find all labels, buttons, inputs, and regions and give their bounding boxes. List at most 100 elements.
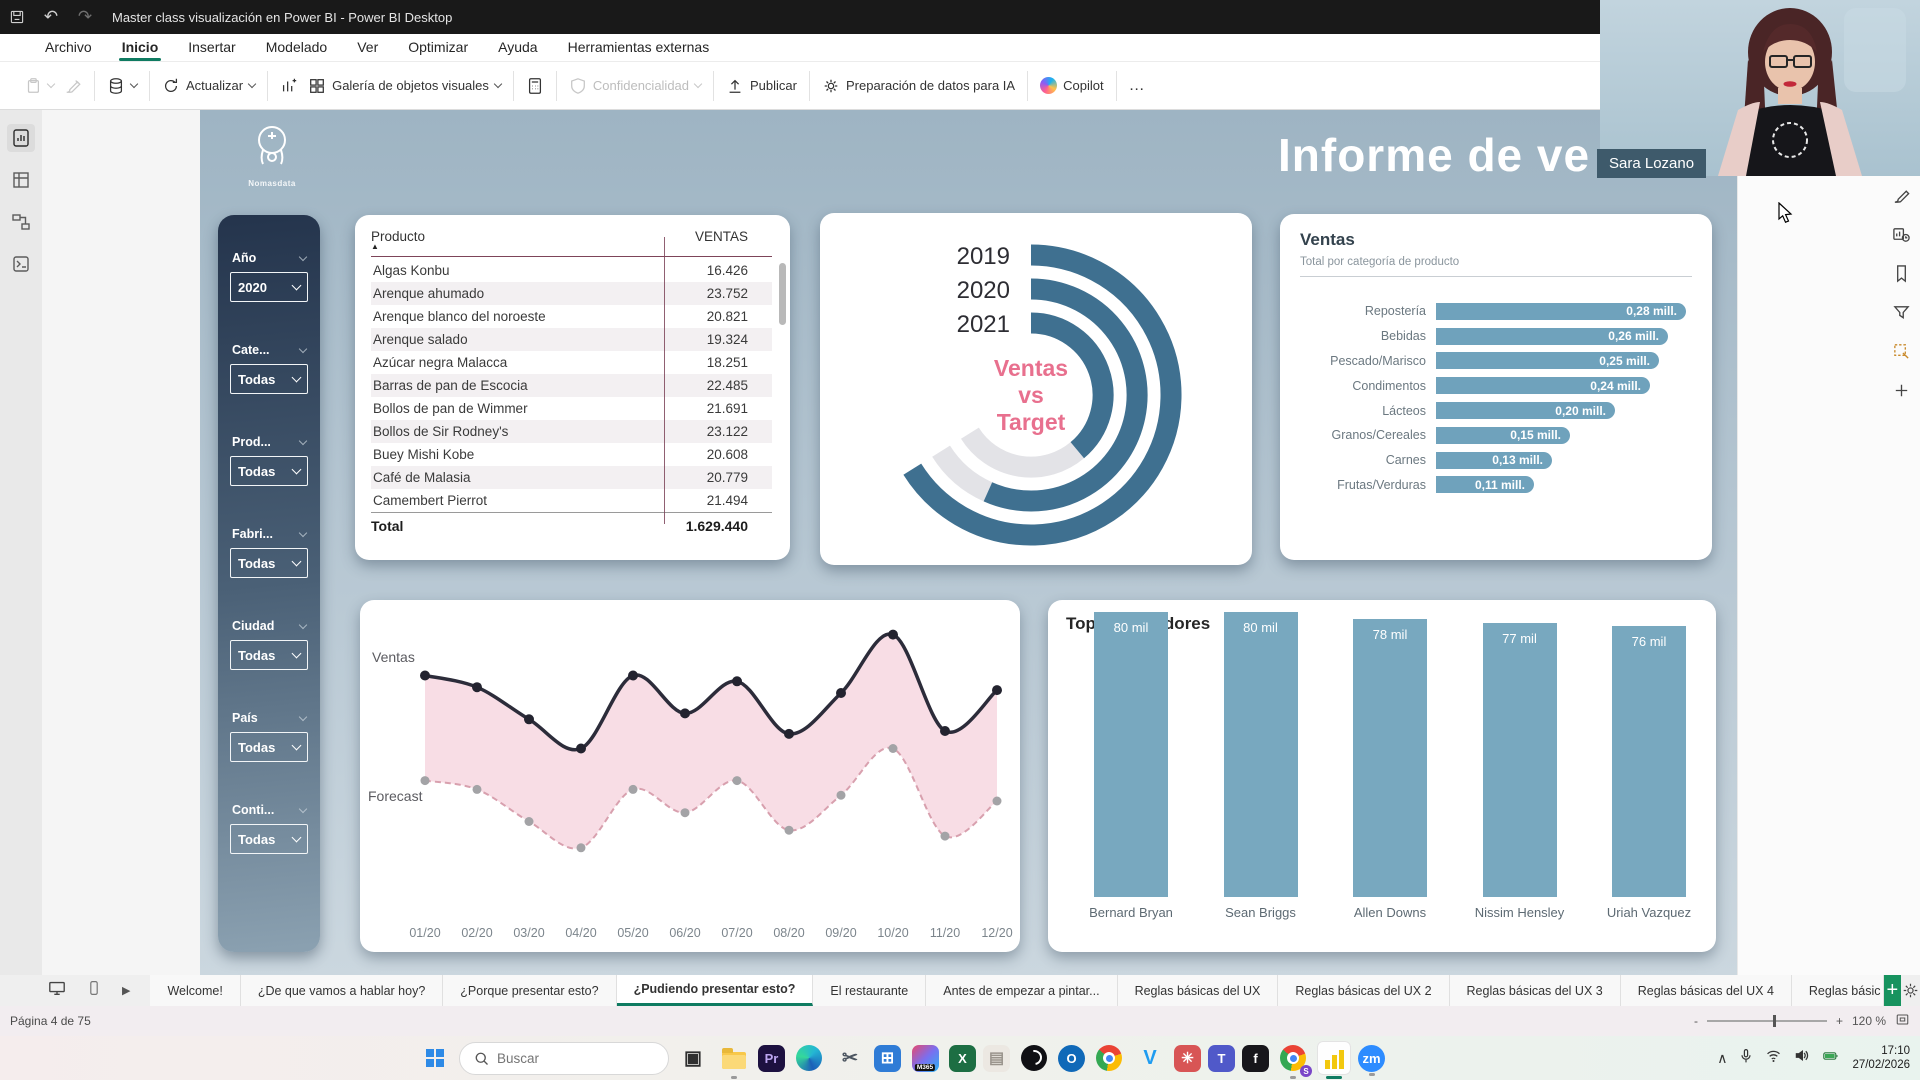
table-row[interactable]: Bollos de Sir Rodney's 23.122 <box>371 420 772 443</box>
table-header-ventas[interactable]: VENTAS <box>694 229 748 244</box>
menu-item-ayuda[interactable]: Ayuda <box>498 39 538 55</box>
ventas-vs-target-visual[interactable]: 2019 2020 2021 Ventas vs Target <box>820 213 1252 565</box>
table-header-producto[interactable]: Producto ▲ <box>371 229 662 251</box>
page-tab[interactable]: Reglas básicas del UX 3 <box>1449 975 1621 1006</box>
sync-slicers-icon[interactable] <box>1888 299 1914 325</box>
wifi-icon[interactable] <box>1765 1047 1782 1069</box>
ventas-point[interactable] <box>680 708 690 719</box>
radial-arc-2019[interactable] <box>903 244 1182 546</box>
ventas-forecast-line-visual[interactable]: Ventas Forecast 01/20 02/20 03/20 04/20 05/20 0… <box>360 600 1020 952</box>
volume-icon[interactable] <box>1793 1047 1810 1069</box>
table-row[interactable]: Arenque salado 19.324 <box>371 328 772 351</box>
ventas-point[interactable] <box>576 743 586 754</box>
page-tab[interactable]: Welcome! <box>150 975 241 1006</box>
dax-query-view-icon[interactable] <box>7 250 35 278</box>
chrome-profile-icon[interactable]: S <box>1276 1041 1312 1079</box>
forecast-point[interactable] <box>628 784 638 794</box>
slicer-dropdown[interactable]: Todas <box>230 732 308 762</box>
--button[interactable]: … <box>1129 77 1145 95</box>
page-tab[interactable]: Reglas básicas del UX 2 <box>1278 975 1450 1006</box>
actualizar-button[interactable]: Actualizar <box>162 77 257 95</box>
taskbar-clock[interactable]: 17:10 27/02/2026 <box>1852 1044 1910 1072</box>
page-tab[interactable]: Reglas básicas del UX 4 <box>1620 975 1792 1006</box>
page-tab[interactable]: ¿De que vamos a hablar hoy? <box>240 975 444 1006</box>
table-row[interactable]: Algas Konbu 16.426 <box>371 259 772 282</box>
performance-analyzer-icon[interactable] <box>1888 221 1914 247</box>
publicar-button[interactable]: Publicar <box>726 77 797 95</box>
forecast-point[interactable] <box>732 776 742 786</box>
calculator-button[interactable] <box>526 77 544 95</box>
cat-bar[interactable]: 0,11 mill. <box>1436 476 1534 494</box>
slicer-dropdown[interactable]: Todas <box>230 364 308 394</box>
zoom-in-button[interactable]: + <box>1835 1014 1843 1028</box>
ventas-point[interactable] <box>940 726 950 736</box>
ventas-point[interactable] <box>888 629 898 640</box>
bookmarks-icon[interactable] <box>1888 260 1914 286</box>
table-row[interactable]: Café de Malasia 20.779 <box>371 466 772 489</box>
preparaci-n-de-datos-para-ia-button[interactable]: Preparación de datos para IA <box>822 77 1015 95</box>
m365-copilot-icon[interactable]: M365 <box>908 1041 942 1075</box>
data-view-icon[interactable] <box>7 166 35 194</box>
top5-bar[interactable]: 77 mil <box>1482 623 1557 897</box>
forecast-point[interactable] <box>524 817 534 826</box>
ventas-point[interactable] <box>992 685 1002 696</box>
table-row[interactable]: Arenque ahumado 23.752 <box>371 282 772 305</box>
copilot-button[interactable]: Copilot <box>1040 77 1104 94</box>
slicer-dropdown[interactable]: Todas <box>230 824 308 854</box>
table-row[interactable]: Buey Mishi Kobe 20.608 <box>371 443 772 466</box>
start-icon[interactable] <box>418 1041 452 1075</box>
ventas-point[interactable] <box>524 714 534 725</box>
microphone-icon[interactable] <box>1738 1048 1754 1069</box>
forecast-point[interactable] <box>940 831 950 841</box>
ventas-point[interactable] <box>420 670 430 681</box>
page-tab[interactable]: ¿Pudiendo presentar esto? <box>616 975 814 1006</box>
menu-item-modelado[interactable]: Modelado <box>265 39 328 55</box>
page-tab[interactable]: El restaurante <box>813 975 927 1006</box>
table-row[interactable]: Azúcar negra Malacca 18.251 <box>371 351 772 374</box>
ventas-point[interactable] <box>732 676 742 687</box>
notes-icon[interactable]: ▤ <box>983 1044 1010 1072</box>
menu-item-insertar[interactable]: Insertar <box>188 39 236 55</box>
cat-bar[interactable]: 0,20 mill. <box>1436 402 1615 420</box>
database-button[interactable] <box>107 77 139 95</box>
cat-bar[interactable]: 0,13 mill. <box>1436 451 1552 469</box>
fit-to-page-icon[interactable] <box>1895 1012 1910 1030</box>
galer-a-de-objetos-visuales-button[interactable]: Galería de objetos visuales <box>308 77 503 95</box>
selection-icon[interactable] <box>1888 338 1914 364</box>
outlook-icon[interactable]: O <box>1058 1044 1085 1072</box>
menu-item-ver[interactable]: Ver <box>357 39 379 55</box>
settings-gear-icon[interactable] <box>1900 975 1920 1006</box>
file-explorer-icon[interactable] <box>717 1041 751 1079</box>
forecast-point[interactable] <box>420 776 430 786</box>
page-tab[interactable]: Reglas básicas del UX <box>1117 975 1279 1006</box>
cat-bar[interactable]: 0,26 mill. <box>1436 327 1668 345</box>
page-tab[interactable]: Antes de empezar a pintar... <box>926 975 1118 1006</box>
task-view-icon[interactable]: ▣ <box>676 1041 710 1075</box>
hidden-icons-chevron[interactable]: ∧ <box>1717 1049 1728 1066</box>
report-view-icon[interactable] <box>7 124 35 152</box>
format-visual-icon[interactable] <box>1888 182 1914 208</box>
snipping-tool-icon[interactable]: ✂ <box>833 1041 867 1075</box>
menu-item-archivo[interactable]: Archivo <box>45 39 92 55</box>
menu-item-optimizar[interactable]: Optimizar <box>408 39 469 55</box>
undo-icon[interactable]: ↶ <box>43 7 59 26</box>
cat-bar[interactable]: 0,24 mill. <box>1436 377 1650 395</box>
mobile-view-icon[interactable] <box>86 980 102 1001</box>
search-icon[interactable] <box>459 1041 669 1075</box>
desktop-view-icon[interactable] <box>48 979 66 1002</box>
ventas-categoria-visual[interactable]: Ventas Total por categoría de producto R… <box>1280 214 1712 560</box>
zoom-out-button[interactable]: - <box>1693 1014 1698 1028</box>
obs-icon[interactable] <box>1017 1041 1051 1075</box>
slicer-dropdown[interactable]: Todas <box>230 548 308 578</box>
menu-item-inicio[interactable]: Inicio <box>107 35 174 61</box>
ventas-point[interactable] <box>628 670 638 681</box>
zoom-slider[interactable] <box>1706 1015 1827 1027</box>
page-tab[interactable]: ¿Porque presentar esto? <box>443 975 617 1006</box>
redo-icon[interactable]: ↷ <box>77 7 93 26</box>
forecast-point[interactable] <box>680 808 690 818</box>
photos-app-icon[interactable]: ✳ <box>1174 1044 1201 1072</box>
ventas-point[interactable] <box>836 688 846 698</box>
add-visual-icon[interactable] <box>1888 377 1914 403</box>
figma-icon[interactable]: f <box>1242 1044 1269 1072</box>
